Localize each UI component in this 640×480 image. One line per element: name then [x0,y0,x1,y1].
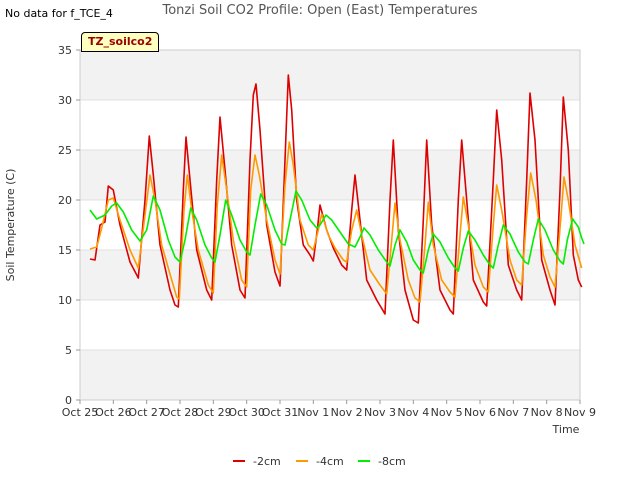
x-tick-label: Nov 6 [464,406,496,419]
x-tick-label: Oct 28 [162,406,199,419]
legend-label: -4cm [316,455,344,468]
background-band [80,50,580,100]
background-band [80,250,580,300]
legend-label: -8cm [378,455,406,468]
y-tick-label: 0 [65,394,72,407]
y-tick-label: 25 [58,144,72,157]
x-tick-label: Nov 8 [531,406,563,419]
y-tick-label: 5 [65,344,72,357]
x-tick-label: Oct 30 [228,406,265,419]
no-data-note: No data for f_TCE_4 [5,7,113,20]
y-tick-label: 30 [58,94,72,107]
x-tick-label: Oct 26 [95,406,132,419]
x-tick-label: Nov 4 [397,406,429,419]
series-line-8cm [89,190,585,274]
y-tick-label: 15 [58,244,72,257]
site-badge: TZ_soilco2 [81,32,160,52]
x-tick-label: Oct 29 [195,406,232,419]
background-band [80,350,580,400]
x-tick-label: Oct 31 [262,406,299,419]
x-tick-label: Nov 7 [497,406,529,419]
series-line-4cm [89,141,583,303]
x-tick-label: Nov 1 [297,406,329,419]
y-tick-label: 35 [58,44,72,57]
y-axis-label: Soil Temperature (C) [4,169,17,282]
plot-frame [79,49,581,401]
x-axis-label: Time [552,423,580,436]
x-tick-label: Oct 27 [128,406,165,419]
chart-title: Tonzi Soil CO2 Profile: Open (East) Temp… [162,3,478,18]
legend-label: -2cm [253,455,281,468]
x-tick-label: Nov 9 [564,406,596,419]
x-tick-label: Nov 2 [331,406,363,419]
y-tick-label: 10 [58,294,72,307]
y-tick-label: 20 [58,194,72,207]
x-tick-label: Oct 25 [62,406,99,419]
x-tick-label: Nov 3 [364,406,396,419]
x-tick-label: Nov 5 [431,406,463,419]
